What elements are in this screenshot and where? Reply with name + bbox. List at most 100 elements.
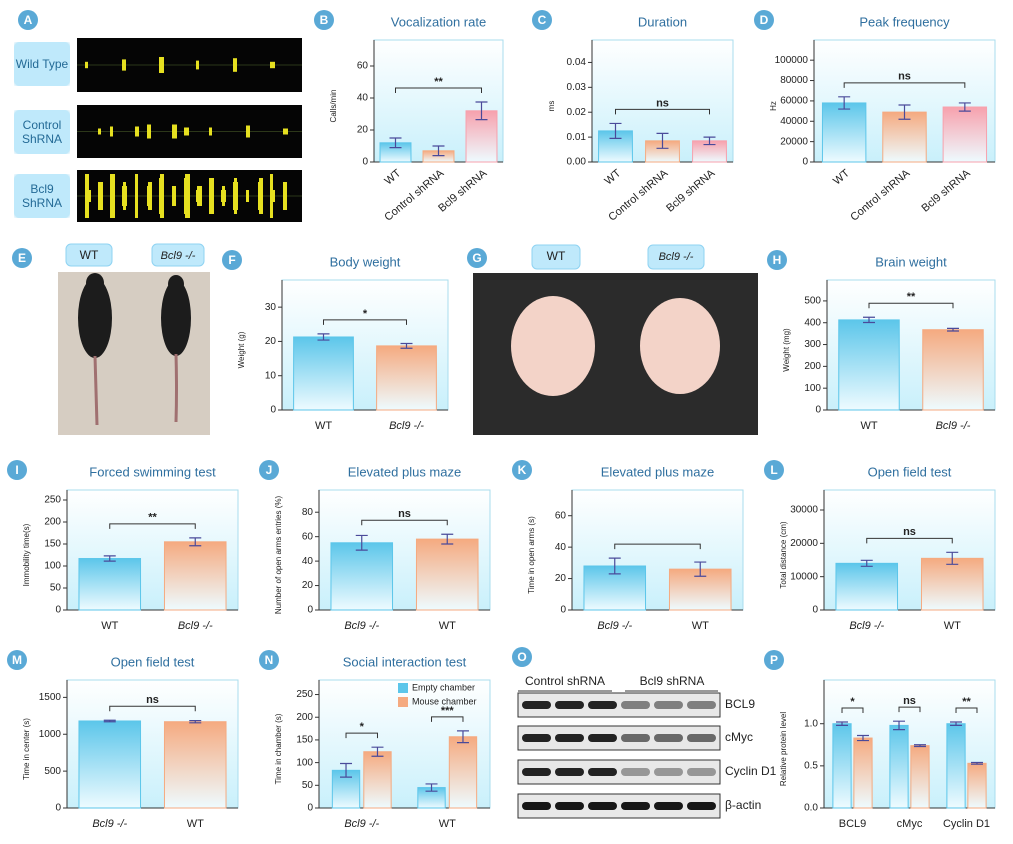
panel-badge [259, 650, 279, 670]
y-tick-label: 40 [357, 93, 369, 104]
panel-letter: L [770, 463, 777, 477]
significance-bracket [395, 87, 482, 93]
significance-bracket [431, 716, 464, 722]
bar [946, 723, 966, 809]
photo-label: Bcl9 -/- [659, 251, 694, 263]
error-bar [103, 719, 116, 723]
panel-letter: A [24, 13, 33, 27]
error-bar [838, 96, 851, 110]
y-tick-label: 0 [55, 605, 61, 616]
call [221, 190, 226, 202]
significance-bracket [866, 537, 953, 544]
call [147, 186, 150, 206]
label-box [65, 243, 113, 267]
spectrogram-label: Bcl9 ShRNA [14, 174, 70, 218]
significance-bracket [345, 732, 378, 739]
call [184, 178, 188, 214]
bar [78, 720, 142, 809]
y-tick-label: 250 [44, 495, 61, 506]
band [687, 734, 716, 742]
band [621, 701, 650, 709]
protein-label: BCL9 [725, 697, 755, 711]
band [588, 701, 617, 709]
x-tick-label: Bcl9 -/- [344, 818, 379, 830]
error-bar [836, 721, 849, 726]
band [687, 701, 716, 709]
call [246, 125, 250, 138]
panel-letter: O [517, 650, 526, 664]
y-tick-label: 60 [555, 510, 567, 521]
call [147, 124, 151, 139]
panel-badge [532, 10, 552, 30]
error-bar [893, 720, 906, 731]
panel-letter: K [518, 463, 527, 477]
bar [910, 745, 930, 809]
y-tick-label: 0 [55, 803, 61, 814]
error-bar [456, 730, 469, 744]
panel-letter: N [265, 653, 274, 667]
y-tick-label: 0 [307, 605, 313, 616]
band [621, 768, 650, 776]
y-tick-label: 80 [302, 507, 314, 518]
bar [78, 558, 142, 611]
error-bar [913, 744, 926, 748]
error-bar [608, 557, 621, 575]
y-tick-label: 1000 [39, 729, 62, 740]
call [172, 186, 176, 206]
photo-label: Bcl9 -/- [161, 250, 196, 262]
x-tick-label: Bcl9 -/- [92, 818, 127, 830]
significance-bracket [614, 543, 701, 550]
call [159, 57, 164, 73]
panel-letter: M [12, 653, 22, 667]
label-box: Bcl9 ShRNA [14, 174, 70, 218]
brain [511, 296, 595, 396]
label-box: Control ShRNA [14, 110, 70, 154]
bar [920, 557, 984, 611]
y-axis-label: Time in chamber (s) [274, 713, 283, 784]
bar [967, 762, 987, 809]
legend-swatch [398, 697, 408, 707]
error-bar [946, 551, 959, 565]
band [555, 802, 584, 810]
y-tick-label: 10000 [790, 571, 818, 582]
y-tick-label: 20000 [780, 136, 808, 147]
bar [376, 345, 437, 411]
y-tick-label: 0 [307, 803, 313, 814]
y-tick-label: 0.0 [804, 803, 818, 814]
panel-badge [512, 647, 532, 667]
y-tick-label: 0.5 [804, 760, 818, 771]
significance-bracket [898, 706, 921, 713]
y-axis-label: Time in open arms (s) [527, 516, 536, 594]
y-tick-label: 0.03 [567, 82, 587, 93]
band [522, 802, 551, 810]
error-bar [189, 537, 202, 547]
y-tick-label: 50 [302, 780, 314, 791]
tails [93, 353, 178, 426]
error-bar [863, 316, 875, 324]
bar [832, 723, 852, 809]
y-tick-label: 0 [270, 405, 276, 416]
bar [922, 329, 984, 411]
panel-letter: G [472, 251, 481, 265]
panel-letter: H [773, 253, 782, 267]
panel-badge [7, 650, 27, 670]
call [209, 127, 212, 136]
bar [889, 724, 909, 809]
panel-badge [12, 248, 32, 268]
panel-letter: B [320, 13, 329, 27]
spectrogram-label: Wild Type [14, 42, 70, 86]
significance-label: * [360, 721, 365, 733]
y-tick-label: 100 [44, 561, 61, 572]
panel-badge [754, 10, 774, 30]
panel-badge [467, 248, 487, 268]
y-tick-label: 50 [50, 583, 62, 594]
y-axis-label: Hz [769, 101, 778, 111]
error-bar [189, 720, 202, 724]
band [687, 802, 716, 810]
chart-title: Elevated plus maze [601, 464, 714, 479]
panel-badge [764, 460, 784, 480]
y-tick-label: 10 [265, 370, 277, 381]
y-tick-label: 80000 [780, 75, 808, 86]
panel-badge [259, 460, 279, 480]
band [654, 701, 683, 709]
